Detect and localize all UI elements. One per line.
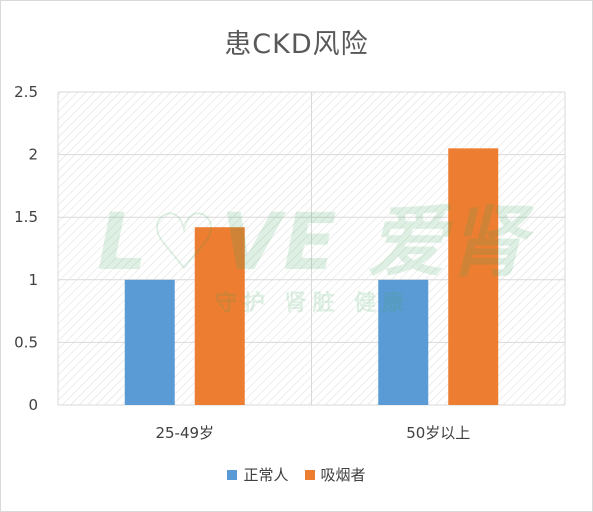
bar-normal-1	[124, 279, 175, 405]
legend-item-smoker: 吸烟者	[304, 464, 366, 485]
y-tick-label: 0	[28, 396, 38, 414]
x-category-label: 25-49岁	[155, 424, 214, 442]
legend-swatch-normal	[227, 469, 238, 480]
y-tick-label: 1	[28, 271, 38, 289]
legend-label-smoker: 吸烟者	[320, 466, 366, 484]
legend-label-normal: 正常人	[243, 466, 289, 484]
chart-legend: 正常人 吸烟者	[0, 464, 593, 485]
legend-item-normal: 正常人	[227, 464, 289, 485]
y-tick-label: 2	[28, 146, 38, 164]
bar-normal-2	[378, 279, 429, 405]
bar-smoker-2	[448, 148, 499, 405]
chart-title: 患CKD风险	[224, 29, 369, 60]
y-tick-label: 0.5	[14, 333, 38, 351]
bar-smoker-1	[194, 227, 245, 405]
y-tick-label: 1.5	[14, 208, 38, 226]
y-tick-label: 2.5	[14, 83, 38, 101]
legend-swatch-smoker	[304, 469, 315, 480]
x-category-label: 50岁以上	[406, 424, 470, 442]
